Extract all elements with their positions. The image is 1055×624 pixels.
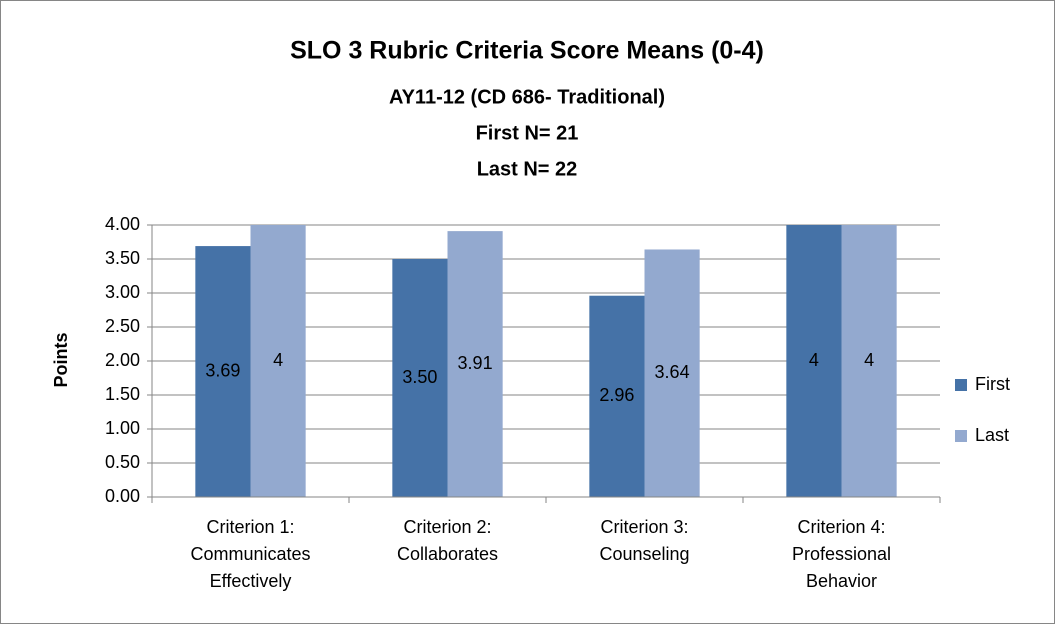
bar — [589, 295, 645, 497]
bar — [447, 231, 503, 497]
legend-swatch — [955, 379, 967, 391]
data-label: 3.91 — [458, 353, 493, 373]
y-tick-label: 2.00 — [105, 350, 140, 370]
x-tick-label: Criterion 1: Communicates Effectively — [190, 517, 311, 591]
y-tick-label: 1.50 — [105, 384, 140, 404]
data-label: 2.96 — [599, 385, 634, 405]
x-tick-label: Criterion 4: Professional Behavior — [791, 517, 892, 591]
y-tick-label: 2.50 — [105, 316, 140, 336]
chart-subtitle: First N= 21 — [476, 122, 579, 144]
y-tick-label: 3.00 — [105, 282, 140, 302]
x-tick-label: Criterion 3: Counseling — [599, 517, 690, 564]
chart-subtitle: Last N= 22 — [477, 158, 578, 180]
chart-subtitle: AY11-12 (CD 686- Traditional) — [389, 86, 665, 108]
data-label: 4 — [809, 350, 819, 370]
y-tick-label: 3.50 — [105, 248, 140, 268]
bar — [786, 225, 842, 497]
legend-swatch — [955, 430, 967, 442]
bar — [644, 249, 700, 497]
data-label: 3.69 — [205, 360, 240, 380]
y-tick-label: 1.00 — [105, 418, 140, 438]
bar — [195, 246, 251, 497]
bar — [250, 225, 306, 497]
data-label: 3.64 — [655, 362, 690, 382]
y-axis-label: Points — [51, 332, 71, 387]
legend-label: First — [975, 374, 1010, 394]
bar — [841, 225, 897, 497]
y-tick-label: 0.00 — [105, 486, 140, 506]
legend-label: Last — [975, 425, 1009, 445]
data-label: 4 — [864, 350, 874, 370]
x-tick-label: Criterion 2: Collaborates — [396, 517, 499, 564]
bar — [392, 259, 448, 497]
data-label: 4 — [273, 350, 283, 370]
data-label: 3.50 — [402, 367, 437, 387]
chart-title: SLO 3 Rubric Criteria Score Means (0-4) — [290, 37, 764, 65]
y-tick-label: 0.50 — [105, 452, 140, 472]
y-tick-label: 4.00 — [105, 214, 140, 234]
